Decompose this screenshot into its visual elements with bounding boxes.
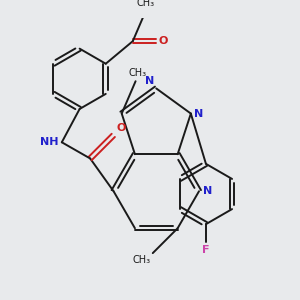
Text: CH₃: CH₃: [136, 0, 155, 8]
Text: CH₃: CH₃: [128, 68, 146, 78]
Text: N: N: [194, 109, 203, 118]
Text: NH: NH: [40, 137, 59, 147]
Text: F: F: [202, 245, 210, 255]
Text: O: O: [116, 123, 126, 134]
Text: O: O: [159, 36, 168, 46]
Text: CH₃: CH₃: [132, 255, 150, 265]
Text: N: N: [145, 76, 154, 86]
Text: N: N: [202, 186, 212, 196]
